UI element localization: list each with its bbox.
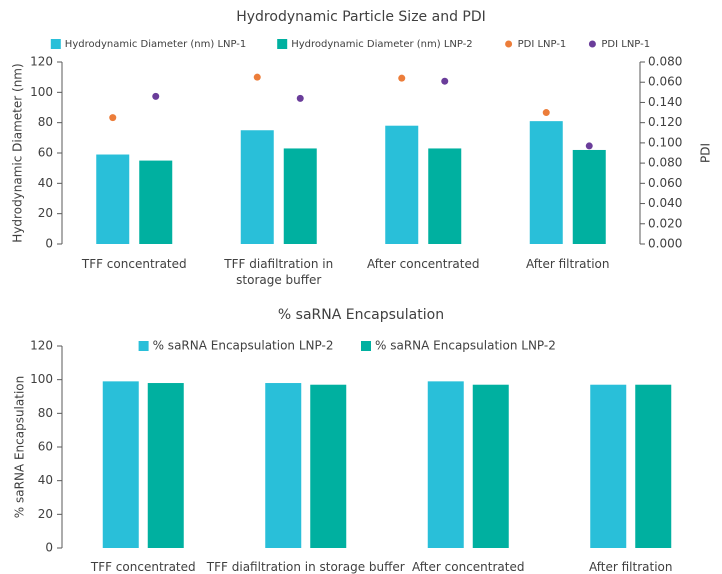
y-tick-label: 100 — [30, 372, 53, 386]
y2-tick-label: 0.080 — [648, 55, 682, 69]
y-tick-label: 40 — [38, 473, 53, 487]
point — [542, 109, 550, 117]
x-tick-label: TFF diafiltration in storage buffer — [206, 560, 405, 574]
y2-tick-label: 0.120 — [648, 115, 682, 129]
legend-marker — [277, 39, 288, 49]
x-tick-label: After filtration — [526, 257, 610, 271]
legend-label: PDI LNP-1 — [518, 39, 567, 50]
y2-axis-label: PDI — [699, 143, 713, 163]
x-tick-label: After filtration — [589, 560, 673, 574]
bar — [240, 130, 274, 244]
legend-label: Hydrodynamic Diameter (nm) LNP-1 — [65, 39, 246, 50]
x-tick-label: TFF concentrated — [81, 257, 187, 271]
bar — [472, 384, 509, 548]
bar — [139, 160, 173, 244]
point — [109, 114, 117, 122]
bar — [529, 121, 563, 244]
y-tick-label: 60 — [38, 146, 53, 160]
point — [296, 94, 304, 102]
bar — [310, 384, 347, 548]
bar — [283, 148, 317, 244]
legend-label: PDI LNP-1 — [601, 39, 650, 50]
point — [398, 74, 406, 82]
y2-tick-label: 0.080 — [648, 156, 682, 170]
legend-marker — [361, 341, 371, 351]
bar — [427, 381, 464, 548]
bar — [428, 148, 462, 244]
x-tick-label: TFF concentrated — [90, 560, 196, 574]
y2-tick-label: 0.060 — [648, 176, 682, 190]
bar — [265, 383, 302, 548]
y-axis-label: % saRNA Encapsulation — [13, 376, 27, 518]
point — [253, 73, 261, 81]
bar — [590, 384, 627, 548]
y-axis-label: Hydrodynamic Diameter (nm) — [11, 63, 25, 242]
bar — [572, 149, 606, 244]
legend-marker — [588, 40, 596, 48]
point — [585, 142, 593, 150]
y2-tick-label: 0.020 — [648, 216, 682, 230]
y-tick-label: 120 — [30, 55, 53, 69]
y-tick-label: 0 — [45, 237, 53, 251]
bar — [96, 154, 130, 244]
legend-label: % saRNA Encapsulation LNP-2 — [153, 339, 334, 353]
legend-label: % saRNA Encapsulation LNP-2 — [375, 339, 556, 353]
y2-tick-label: 0.060 — [648, 75, 682, 89]
bar — [385, 125, 419, 244]
y-tick-label: 20 — [38, 206, 53, 220]
x-tick-label: After concentrated — [367, 257, 479, 271]
chart-title: Hydrodynamic Particle Size and PDI — [236, 9, 486, 25]
y-tick-label: 100 — [30, 85, 53, 99]
y2-tick-label: 0.100 — [648, 135, 682, 149]
legend-marker — [505, 40, 513, 48]
y-tick-label: 60 — [38, 440, 53, 454]
chart-title: % saRNA Encapsulation — [278, 307, 444, 323]
y-tick-label: 40 — [38, 176, 53, 190]
point — [441, 77, 449, 85]
legend-marker — [50, 39, 61, 49]
bar — [147, 383, 184, 548]
y-tick-label: 20 — [38, 507, 53, 521]
y2-tick-label: 0.140 — [648, 95, 682, 109]
legend-label: Hydrodynamic Diameter (nm) LNP-2 — [291, 39, 472, 50]
y-tick-label: 0 — [45, 541, 53, 555]
y-tick-label: 80 — [38, 406, 53, 420]
legend-marker — [138, 341, 149, 351]
y-tick-label: 80 — [38, 115, 53, 129]
bar — [102, 381, 139, 548]
y2-tick-label: 0.000 — [648, 237, 682, 251]
x-tick-label: TFF diafiltration in storage buffer — [223, 257, 333, 287]
y-tick-label: 120 — [30, 339, 53, 353]
x-tick-label: After concentrated — [412, 560, 524, 574]
bar — [635, 384, 672, 548]
y2-tick-label: 0.040 — [648, 196, 682, 210]
point — [152, 92, 160, 100]
